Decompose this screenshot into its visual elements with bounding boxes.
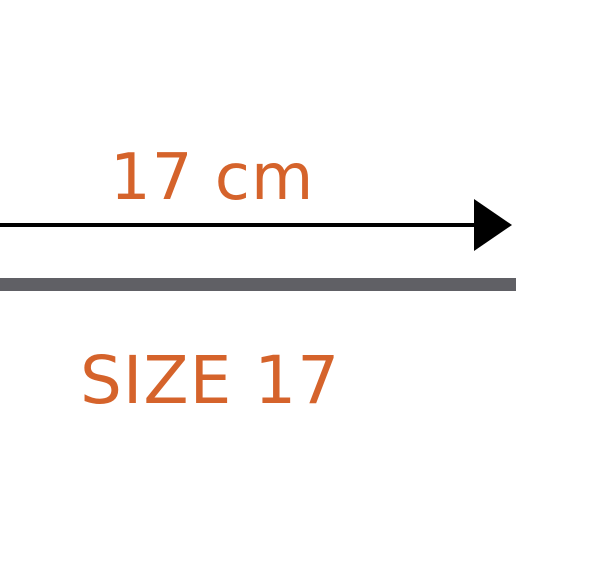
- arrow-head-icon: [474, 199, 512, 251]
- size-bar: [0, 278, 516, 291]
- measurement-label: 17 cm: [110, 141, 315, 215]
- size-label: SIZE 17: [80, 342, 341, 419]
- length-arrow: [0, 199, 512, 251]
